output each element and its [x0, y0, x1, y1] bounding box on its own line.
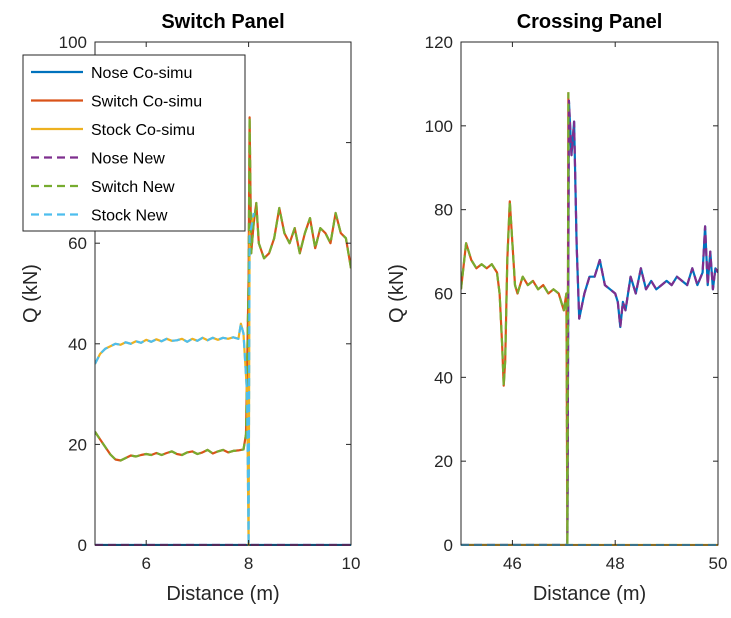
- switch-axes-box: [94, 41, 352, 546]
- crossing-chart-title: Crossing Panel: [517, 11, 663, 33]
- switch-y-tick-label: 40: [68, 335, 87, 354]
- switch-y-axis-label: Q (kN): [20, 264, 42, 323]
- legend-entry-label: Stock Co-simu: [91, 122, 195, 139]
- legend: Nose Co-simu Switch Co-simu Stock Co-simu N…: [22, 54, 246, 232]
- legend-entry-label: Nose New: [91, 151, 165, 168]
- crossing-y-tick-label: 0: [444, 536, 453, 555]
- legend-entry-label: Nose Co-simu: [91, 65, 192, 82]
- crossing-x-tick-label: 50: [709, 554, 728, 573]
- crossing-y-tick-label: 20: [434, 452, 453, 471]
- crossing-y-tick-label: 40: [434, 368, 453, 387]
- legend-box: [22, 54, 246, 232]
- crossing-y-tick-label: 120: [425, 33, 453, 52]
- crossing-x-axis-label: Distance (m): [533, 583, 646, 605]
- switch-y-tick-label: 60: [68, 234, 87, 253]
- switch-chart-title: Switch Panel: [161, 11, 284, 33]
- crossing-panel: 46 48 50 0 20 40 60 80 100 120 Crossing Panel Dista…: [386, 11, 727, 605]
- crossing-series-line-4: [461, 92, 570, 546]
- crossing-x-tick-label: 46: [503, 554, 522, 573]
- switch-x-axis-label: Distance (m): [166, 583, 279, 605]
- switch-y-tick-label: 0: [78, 536, 87, 555]
- legend-entry-label: Switch Co-simu: [91, 94, 202, 111]
- crossing-y-axis-label: Q (kN): [386, 264, 408, 323]
- switch-y-tick-label: 100: [59, 33, 87, 52]
- switch-x-tick-label: 10: [342, 554, 361, 573]
- legend-entry-label: Switch New: [91, 179, 175, 196]
- switch-series-line-5: [95, 212, 255, 546]
- switch-x-tick-label: 6: [141, 554, 150, 573]
- crossing-x-tick-label: 48: [606, 554, 625, 573]
- crossing-plot-area: [461, 42, 718, 545]
- legend-entry-label: Stock New: [91, 208, 168, 225]
- crossing-y-tick-label: 80: [434, 201, 453, 220]
- switch-x-tick-label: 8: [244, 554, 253, 573]
- crossing-y-tick-label: 60: [434, 285, 453, 304]
- crossing-y-tick-label: 100: [425, 117, 453, 136]
- switch-series-line-4: [95, 116, 351, 462]
- switch-y-tick-label: 20: [68, 435, 87, 454]
- crossing-series-line-3: [461, 99, 718, 546]
